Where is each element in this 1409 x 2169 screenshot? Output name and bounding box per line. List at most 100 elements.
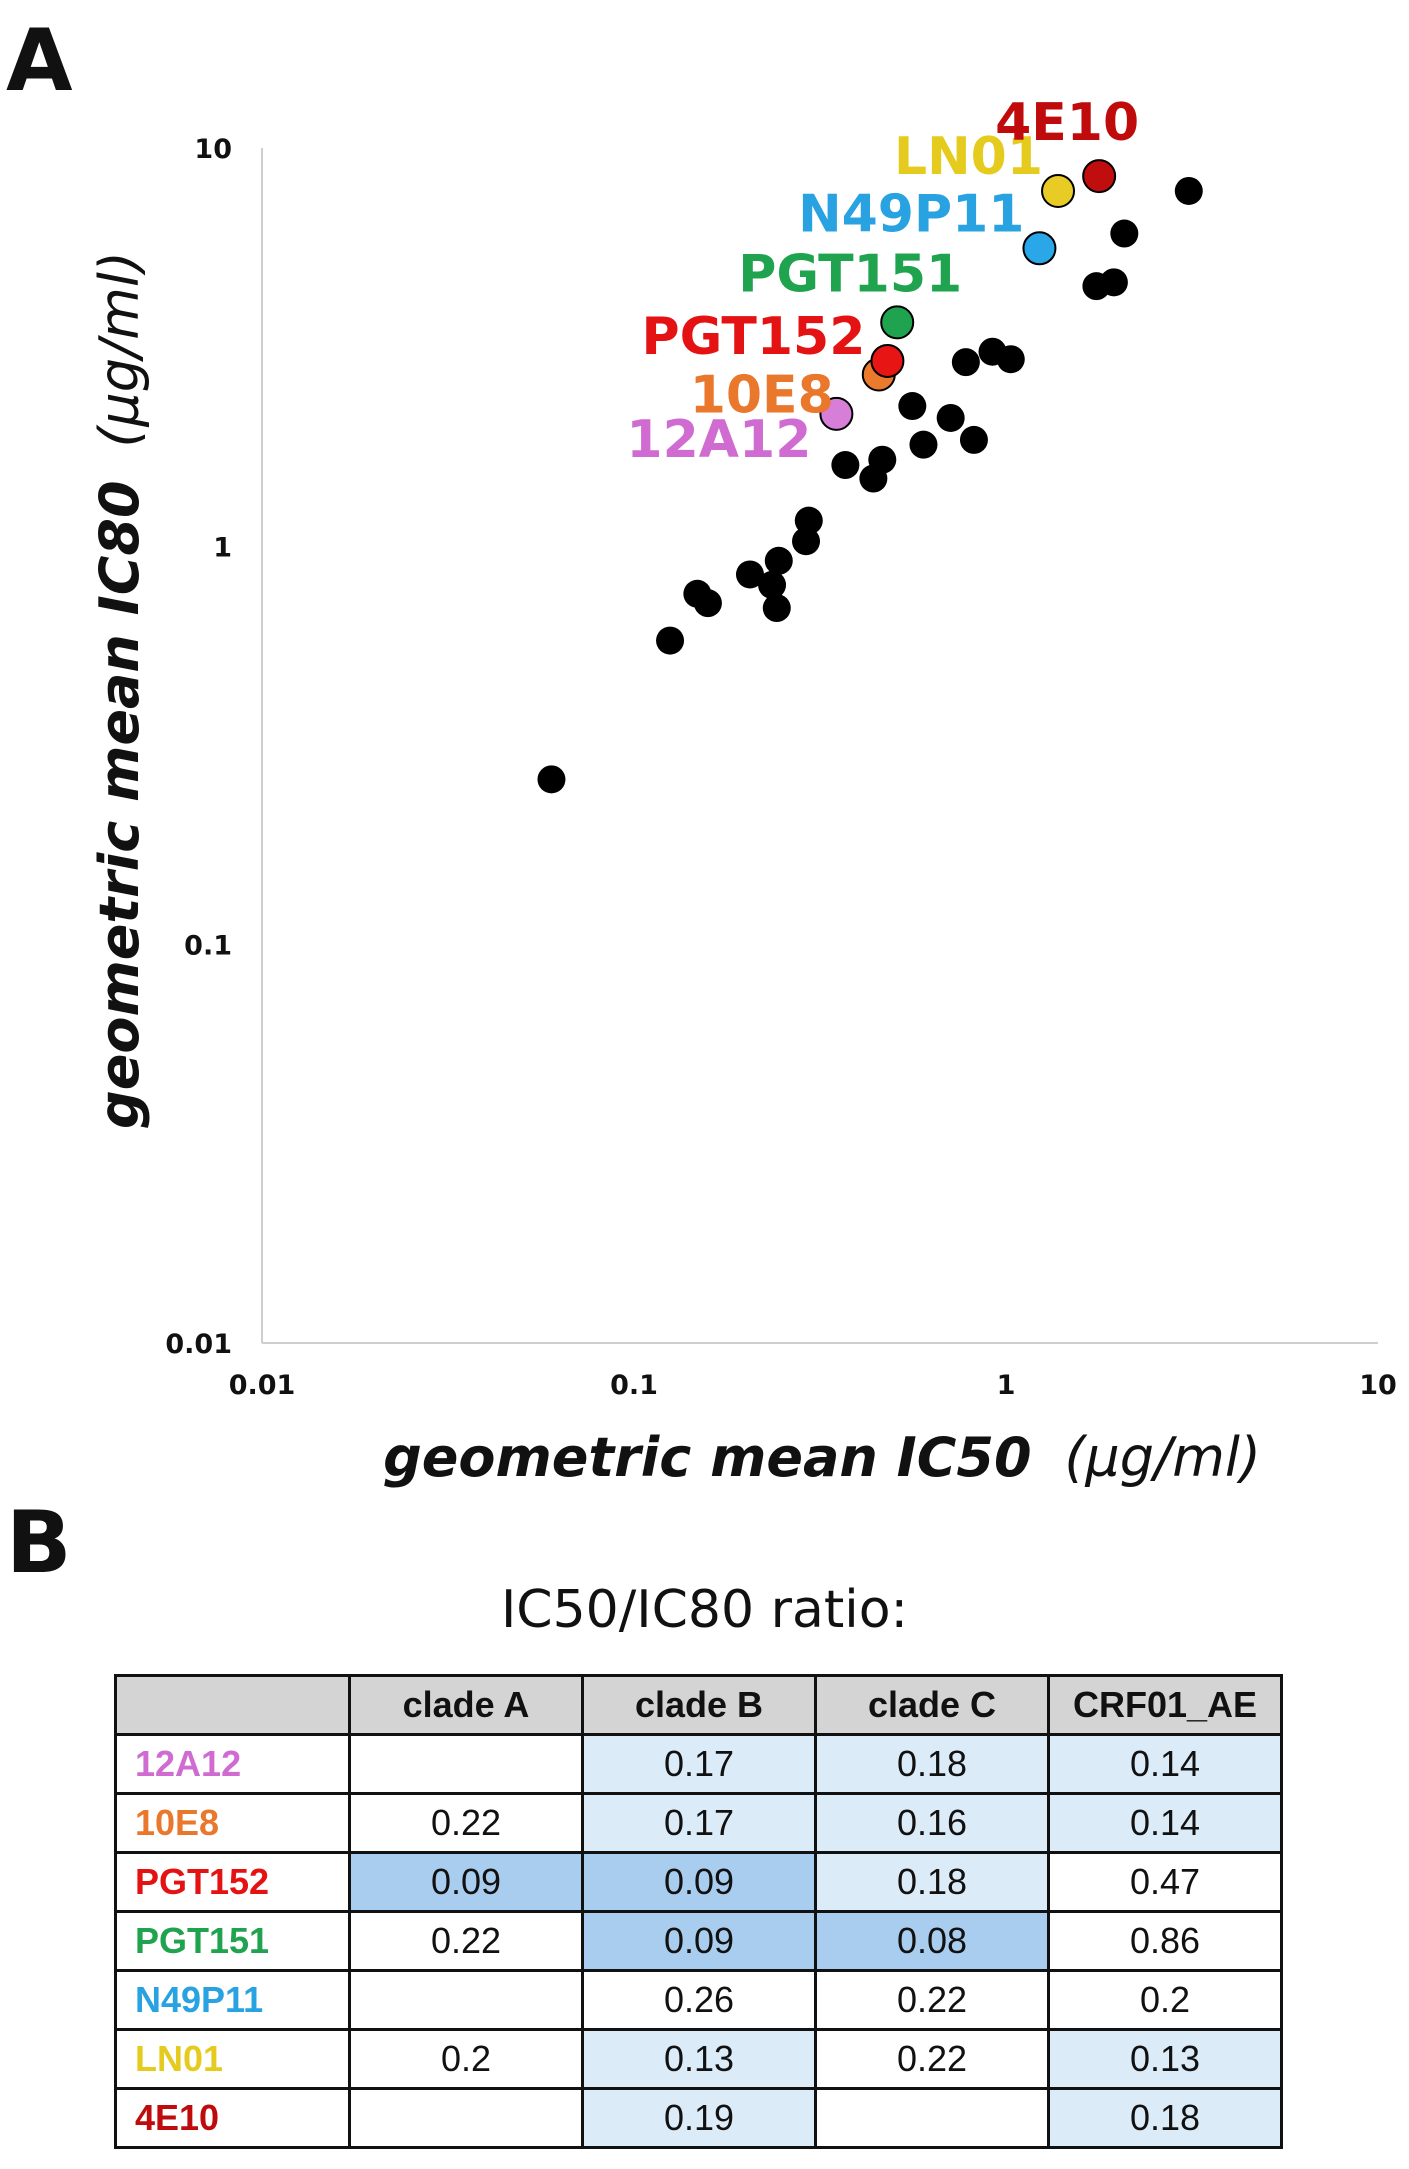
highlight-point-12a12 [819,396,854,431]
table-cell [348,1969,584,2031]
table-cell: 0.13 [581,2028,817,2090]
row-label: LN01 [114,2028,351,2090]
highlight-point-pgt151 [880,305,915,340]
table-cell: 0.09 [348,1851,584,1913]
axes: 0.01 0.1 1 10 0.01 0.1 1 10 [165,134,1396,1401]
data-point [693,589,722,618]
table-cell: 0.22 [348,1910,584,1972]
table-cell: 0.08 [814,1910,1050,1972]
point-label-n49p11: N49P11 [798,184,1024,244]
point-label-pgt152: PGT152 [642,307,866,367]
table-cell: 0.22 [814,2028,1050,2090]
panel-b-label: B [6,1493,72,1593]
table-cell: 0.22 [348,1792,584,1854]
data-point [936,403,965,432]
point-label-pgt151: PGT151 [738,244,962,304]
y-tick-label: 10 [194,134,232,165]
y-tick-label: 0.01 [165,1329,232,1360]
table-header-row: clade A clade B clade C CRF01_AE [114,1674,1283,1736]
table-cell: 0.14 [1047,1792,1283,1854]
header-cell: CRF01_AE [1047,1674,1283,1736]
scatter-plot: 0.01 0.1 1 10 0.01 0.1 1 10 12A1210E8PGT152PGT1… [88,93,1397,1489]
data-point [762,594,791,623]
y-axis-title-main: geometric mean IC80 [88,480,151,1128]
table-cell: 0.09 [581,1851,817,1913]
table-cell: 0.19 [581,2087,817,2149]
data-point [898,392,927,421]
data-point [1110,219,1139,248]
table-cell [814,2087,1050,2149]
row-label: N49P11 [114,1969,351,2031]
y-axis-title-unit: (µg/ml) [88,251,151,448]
data-point [794,506,823,535]
data-point [792,527,821,556]
table-cell: 0.16 [814,1792,1050,1854]
row-label: 4E10 [114,2087,351,2149]
row-label: 10E8 [114,1792,351,1854]
table-cell: 0.18 [814,1851,1050,1913]
row-label: PGT151 [114,1910,351,1972]
data-point [951,348,980,377]
point-label-ln01: LN01 [894,127,1043,187]
table-cell: 0.18 [814,1733,1050,1795]
table-cell: 0.22 [814,1969,1050,2031]
table-cell: 0.26 [581,1969,817,2031]
data-point [764,546,793,575]
header-cell [114,1674,351,1736]
table-cell: 0.14 [1047,1733,1283,1795]
x-axis-title: geometric mean IC50 (µg/ml) [383,1426,1261,1489]
data-point [959,425,988,454]
table-cell: 0.13 [1047,2028,1283,2090]
row-label: PGT152 [114,1851,351,1913]
table-row: 4E10 0.19 0.18 [114,2087,1283,2149]
data-point [831,451,860,480]
data-point [537,765,566,794]
table-cell: 0.2 [348,2028,584,2090]
table-row: PGT152 0.09 0.09 0.18 0.47 [114,1851,1283,1913]
data-point [1099,268,1128,297]
table-cell [348,1733,584,1795]
x-tick-label: 10 [1359,1370,1397,1401]
table-cell: 0.86 [1047,1910,1283,1972]
header-cell: clade B [581,1674,817,1736]
y-axis-title: geometric mean IC80 (µg/ml) [88,251,151,1129]
ratio-table: clade A clade B clade C CRF01_AE 12A12 0… [114,1674,1283,2149]
table-row: LN01 0.2 0.13 0.22 0.13 [114,2028,1283,2090]
x-tick-label: 1 [997,1370,1016,1401]
panel-a-label: A [6,11,73,111]
table-cell: 0.2 [1047,1969,1283,2031]
table-row: N49P11 0.26 0.22 0.2 [114,1969,1283,2031]
x-tick-label: 0.01 [229,1370,296,1401]
table-cell [348,2087,584,2149]
data-point [996,345,1025,374]
x-axis-title-unit: (µg/ml) [1064,1426,1261,1489]
data-point [1174,176,1203,205]
data-point [868,445,897,474]
x-tick-label: 0.1 [610,1370,658,1401]
table-cell: 0.18 [1047,2087,1283,2149]
table-cell: 0.17 [581,1792,817,1854]
table-cell: 0.17 [581,1733,817,1795]
x-axis-title-main: geometric mean IC50 [383,1426,1031,1489]
data-points [537,159,1203,794]
point-label-4e10: 4E10 [995,93,1139,153]
table-row: PGT151 0.22 0.09 0.08 0.86 [114,1910,1283,1972]
highlight-point-4e10 [1082,159,1117,194]
point-label-10e8: 10E8 [690,366,834,426]
data-point [758,570,787,599]
table-row: 12A12 0.17 0.18 0.14 [114,1733,1283,1795]
header-cell: clade A [348,1674,584,1736]
header-cell: clade C [814,1674,1050,1736]
table-title: IC50/IC80 ratio: [500,1580,909,1640]
data-point [656,626,685,655]
highlight-point-ln01 [1041,173,1076,208]
row-label: 12A12 [114,1733,351,1795]
data-point [909,430,938,459]
table-cell: 0.09 [581,1910,817,1972]
highlight-point-n49p11 [1022,231,1057,266]
data-point [735,560,764,589]
table-cell: 0.47 [1047,1851,1283,1913]
table-row: 10E8 0.22 0.17 0.16 0.14 [114,1792,1283,1854]
highlight-point-pgt152 [870,343,905,378]
